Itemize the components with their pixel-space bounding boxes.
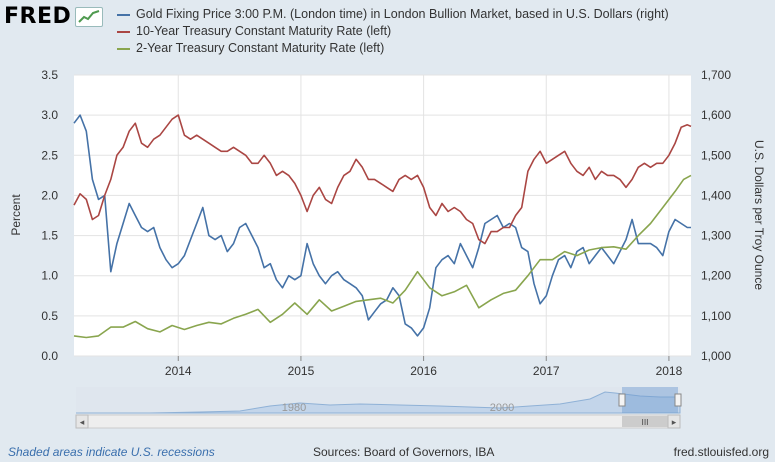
recession-note[interactable]: Shaded areas indicate U.S. recessions — [8, 445, 215, 459]
scrollbar-track[interactable] — [75, 414, 681, 429]
left-tick-label: 2.5 — [41, 148, 58, 162]
scrollbar-thumb[interactable] — [622, 416, 668, 427]
navigator[interactable]: 1980 2000 — [76, 387, 682, 414]
series-line-10y[interactable] — [73, 114, 692, 245]
x-tick-label: 2015 — [288, 364, 315, 378]
chart-footer: Shaded areas indicate U.S. recessions So… — [0, 440, 775, 462]
legend-label-2y: 2-Year Treasury Constant Maturity Rate (… — [136, 41, 385, 55]
chevron-left-icon: ◂ — [80, 418, 85, 428]
left-tick-label: 3.0 — [41, 108, 58, 122]
fred-logo[interactable]: FRED — [4, 4, 104, 29]
chart-area: 0.0 0.5 1.0 1.5 2.0 2.5 3.0 3.5 1,000 1,100 1,200… — [9, 68, 766, 429]
legend-swatch-2y — [117, 47, 130, 50]
scrollbar[interactable]: ◂ III ▸ — [75, 414, 681, 429]
legend-item-10y[interactable]: 10-Year Treasury Constant Maturity Rate … — [117, 23, 669, 40]
navigator-right-handle[interactable] — [674, 393, 682, 407]
legend-item-gold[interactable]: Gold Fixing Price 3:00 P.M. (London time… — [117, 6, 669, 23]
right-tick-label: 1,600 — [701, 108, 731, 122]
right-tick-label: 1,400 — [701, 188, 731, 202]
legend-label-gold: Gold Fixing Price 3:00 P.M. (London time… — [136, 7, 669, 21]
navigator-selection[interactable] — [622, 387, 678, 413]
navigator-label-1980: 1980 — [282, 402, 306, 414]
site-link[interactable]: fred.stlouisfed.org — [673, 445, 769, 459]
series-lines — [73, 114, 692, 339]
chevron-right-icon: ▸ — [672, 418, 677, 428]
navigator-left-handle[interactable] — [618, 393, 626, 407]
right-tick-label: 1,200 — [701, 269, 731, 283]
left-tick-label: 0.5 — [41, 309, 58, 323]
fred-chart-icon — [75, 6, 104, 27]
x-tick-label: 2016 — [410, 364, 437, 378]
x-tick-label: 2014 — [165, 364, 192, 378]
chart-legend: Gold Fixing Price 3:00 P.M. (London time… — [117, 6, 669, 57]
logo-text: FRED — [4, 4, 72, 29]
scrollbar-right-arrow[interactable] — [667, 414, 681, 429]
right-tick-label: 1,100 — [701, 309, 731, 323]
series-line-gold[interactable] — [73, 114, 691, 337]
series-line-2y[interactable] — [73, 174, 692, 339]
left-tick-label: 1.5 — [41, 229, 58, 243]
legend-item-2y[interactable]: 2-Year Treasury Constant Maturity Rate (… — [117, 40, 669, 57]
x-tick-label: 2017 — [533, 364, 560, 378]
x-axis-ticks: 2014 2015 2016 2017 2018 — [165, 356, 683, 378]
right-tick-label: 1,300 — [701, 229, 731, 243]
right-axis-ticks: 1,000 1,100 1,200 1,300 1,400 1,500 1,600 1,700 — [701, 68, 731, 363]
right-tick-label: 1,000 — [701, 349, 731, 363]
plot-background — [74, 75, 691, 356]
x-tick-label: 2018 — [656, 364, 683, 378]
left-axis-label: Percent — [9, 194, 23, 236]
sources-text: Sources: Board of Governors, IBA — [313, 445, 495, 459]
chart-header: FRED Gold Fixing Price 3:00 P.M. (London… — [0, 0, 775, 60]
right-axis-label: U.S. Dollars per Troy Ounce — [752, 140, 766, 290]
left-tick-label: 0.0 — [41, 349, 58, 363]
navigator-label-2000: 2000 — [490, 402, 514, 414]
scrollbar-grip-icon: III — [641, 418, 648, 427]
right-tick-label: 1,500 — [701, 148, 731, 162]
legend-swatch-10y — [117, 30, 130, 33]
scrollbar-left-arrow[interactable] — [75, 414, 89, 429]
right-tick-label: 1,700 — [701, 68, 731, 82]
left-tick-label: 1.0 — [41, 269, 58, 283]
legend-swatch-gold — [117, 13, 130, 16]
left-tick-label: 3.5 — [41, 68, 58, 82]
left-axis-ticks: 0.0 0.5 1.0 1.5 2.0 2.5 3.0 3.5 — [41, 68, 58, 363]
navigator-sparkline — [76, 391, 681, 414]
left-tick-label: 2.0 — [41, 188, 58, 202]
legend-label-10y: 10-Year Treasury Constant Maturity Rate … — [136, 24, 392, 38]
